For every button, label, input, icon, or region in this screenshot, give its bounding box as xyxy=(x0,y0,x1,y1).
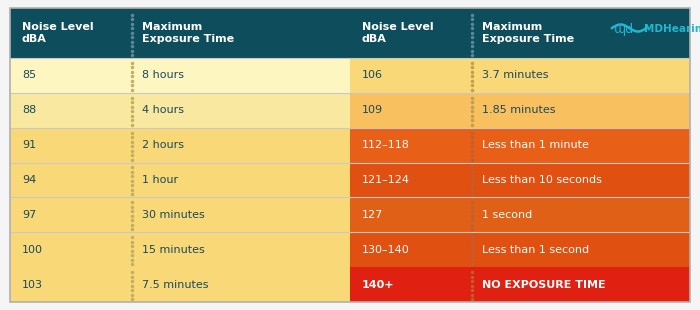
Text: NO EXPOSURE TIME: NO EXPOSURE TIME xyxy=(482,280,606,290)
Text: 4 hours: 4 hours xyxy=(142,105,184,115)
FancyBboxPatch shape xyxy=(10,58,350,93)
Text: 1 second: 1 second xyxy=(482,210,533,220)
Text: 112–118: 112–118 xyxy=(362,140,410,150)
FancyBboxPatch shape xyxy=(10,93,350,128)
FancyBboxPatch shape xyxy=(10,197,350,232)
Text: 3.7 minutes: 3.7 minutes xyxy=(482,70,549,80)
Text: 88: 88 xyxy=(22,105,36,115)
FancyBboxPatch shape xyxy=(10,162,350,197)
Text: 97: 97 xyxy=(22,210,36,220)
Text: 140+: 140+ xyxy=(362,280,395,290)
Text: 1 hour: 1 hour xyxy=(142,175,178,185)
Text: 100: 100 xyxy=(22,245,43,255)
Text: Noise Level
dBA: Noise Level dBA xyxy=(22,22,94,44)
Text: 15 minutes: 15 minutes xyxy=(142,245,205,255)
Text: Less than 10 seconds: Less than 10 seconds xyxy=(482,175,602,185)
Text: 127: 127 xyxy=(362,210,384,220)
Text: 85: 85 xyxy=(22,70,36,80)
Text: 121–124: 121–124 xyxy=(362,175,410,185)
Text: Noise Level
dBA: Noise Level dBA xyxy=(362,22,433,44)
Text: 2 hours: 2 hours xyxy=(142,140,184,150)
FancyBboxPatch shape xyxy=(350,232,690,267)
Text: MDHearing: MDHearing xyxy=(644,24,700,34)
Text: 30 minutes: 30 minutes xyxy=(142,210,205,220)
FancyBboxPatch shape xyxy=(350,58,690,93)
Text: 130–140: 130–140 xyxy=(362,245,410,255)
Text: 91: 91 xyxy=(22,140,36,150)
FancyBboxPatch shape xyxy=(350,197,690,232)
FancyBboxPatch shape xyxy=(10,8,350,58)
Text: ɰd: ɰd xyxy=(614,23,634,36)
FancyBboxPatch shape xyxy=(10,267,350,302)
Text: 1.85 minutes: 1.85 minutes xyxy=(482,105,556,115)
FancyBboxPatch shape xyxy=(350,8,690,58)
FancyBboxPatch shape xyxy=(350,128,690,162)
Text: 103: 103 xyxy=(22,280,43,290)
Text: 106: 106 xyxy=(362,70,383,80)
Text: Maximum
Exposure Time: Maximum Exposure Time xyxy=(482,22,575,44)
Text: 94: 94 xyxy=(22,175,36,185)
FancyBboxPatch shape xyxy=(350,162,690,197)
FancyBboxPatch shape xyxy=(350,267,690,302)
FancyBboxPatch shape xyxy=(10,232,350,267)
Text: 8 hours: 8 hours xyxy=(142,70,184,80)
FancyBboxPatch shape xyxy=(350,93,690,128)
Text: 7.5 minutes: 7.5 minutes xyxy=(142,280,209,290)
FancyBboxPatch shape xyxy=(10,128,350,162)
Text: 109: 109 xyxy=(362,105,383,115)
Text: Less than 1 minute: Less than 1 minute xyxy=(482,140,589,150)
Text: Maximum
Exposure Time: Maximum Exposure Time xyxy=(142,22,235,44)
Text: Less than 1 second: Less than 1 second xyxy=(482,245,589,255)
